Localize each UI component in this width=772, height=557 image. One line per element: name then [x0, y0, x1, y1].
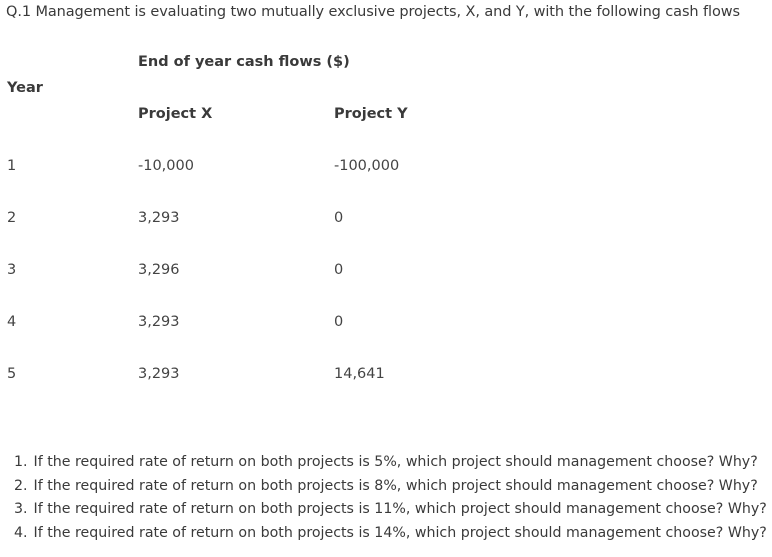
year-header: Year — [7, 80, 43, 96]
year-cell: 4 — [7, 314, 17, 330]
project-y-cell: 14,641 — [334, 366, 385, 382]
project-x-cell: 3,296 — [138, 262, 180, 278]
question-item: 1. If the required rate of return on both… — [14, 451, 767, 475]
question-number: 3. — [14, 501, 28, 518]
question-text: If the required rate of return on both p… — [33, 477, 758, 494]
question-text: If the required rate of return on both p… — [33, 454, 758, 470]
project-x-cell: 3,293 — [138, 210, 180, 226]
project-y-cell: -100,000 — [334, 158, 400, 174]
question-text: If the required rate of return on both p… — [33, 501, 767, 518]
year-cell: 2 — [7, 210, 17, 226]
question-number: 1. — [14, 454, 28, 470]
question-item: 2. If the required rate of return on both… — [14, 475, 767, 499]
year-cell: 3 — [7, 262, 17, 278]
question-item: 4. If the required rate of return on both… — [14, 522, 767, 546]
question-list: 1. If the required rate of return on both… — [14, 451, 767, 545]
project-y-cell: 0 — [334, 210, 344, 226]
question-title: Q.1 Management is evaluating two mutuall… — [6, 4, 740, 20]
year-cell: 5 — [7, 366, 17, 382]
project-x-header: Project X — [138, 106, 213, 122]
question-number: 4. — [14, 524, 28, 541]
project-y-cell: 0 — [334, 262, 344, 278]
question-number: 2. — [14, 477, 28, 494]
project-y-header: Project Y — [334, 106, 408, 122]
table-caption: End of year cash flows ($) — [138, 54, 350, 70]
project-y-cell: 0 — [334, 314, 344, 330]
year-cell: 1 — [7, 158, 17, 174]
question-item: 3. If the required rate of return on both… — [14, 498, 767, 522]
project-x-cell: 3,293 — [138, 314, 180, 330]
project-x-cell: 3,293 — [138, 366, 180, 382]
project-x-cell: -10,000 — [138, 158, 194, 174]
question-text: If the required rate of return on both p… — [33, 524, 767, 541]
